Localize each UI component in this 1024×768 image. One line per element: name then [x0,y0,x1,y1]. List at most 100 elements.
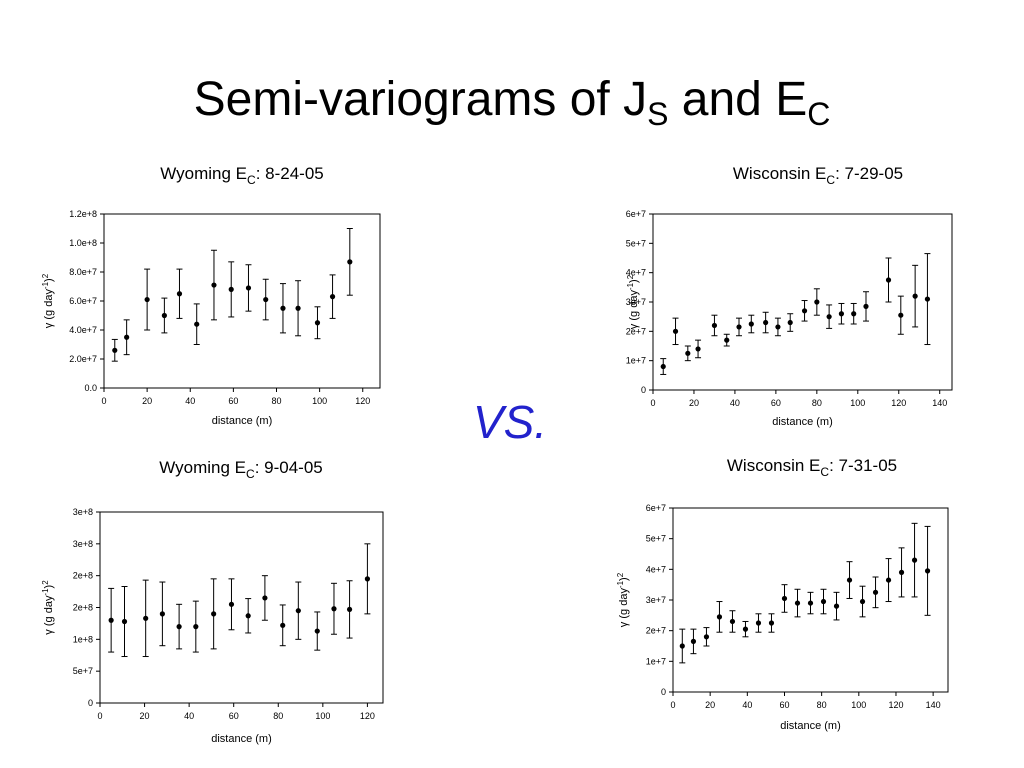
text-part: ) [43,278,55,282]
text-shift: C [807,96,830,132]
point [724,337,730,343]
point [211,282,217,288]
y-tick-label: 5e+7 [73,666,93,676]
x-tick-label: 80 [817,700,827,710]
y-tick-label: 1.2e+8 [69,209,97,219]
point [124,334,130,340]
y-axis-label: γ (g day-1)2 [626,274,640,329]
y-tick-label: 0.0 [84,383,97,393]
point [711,322,718,329]
text-shift: 2 [626,274,635,279]
text-shift: C [826,173,835,187]
x-tick-label: 80 [812,398,822,408]
point [679,643,685,649]
point [924,568,931,574]
y-tick-label: 6.0e+7 [69,296,97,306]
point [280,305,286,311]
point [814,299,820,305]
x-tick-label: 60 [228,396,238,406]
point [176,624,182,630]
y-tick-label: 6e+7 [646,503,666,513]
plot-frame [652,213,953,391]
point [846,577,853,583]
x-tick-label: 140 [932,398,947,408]
text-shift: -1 [616,580,625,588]
text-part: Semi-variograms of J [194,73,647,126]
text-part: γ (g day [628,290,640,330]
x-axis-label: distance (m) [211,733,272,745]
text-part: : 7-29-05 [835,164,903,183]
x-tick-label: 40 [185,396,195,406]
y-tick-label: 6e+7 [626,209,646,219]
y-tick-label: 2.0e+7 [69,354,97,364]
point [108,617,114,623]
x-tick-label: 40 [184,711,194,721]
text-shift: 2 [41,580,50,585]
x-tick-label: 100 [850,398,865,408]
x-tick-label: 0 [650,398,655,408]
point [763,319,769,326]
point [295,608,301,614]
text-shift: -1 [41,588,50,596]
text-shift: 2 [41,273,50,278]
y-tick-label: 5e+7 [646,534,666,544]
text-part: Wisconsin E [727,456,821,475]
y-axis-label: γ (g day-1)2 [616,572,630,627]
x-tick-label: 20 [140,711,150,721]
y-tick-label: 3e+7 [626,297,646,307]
vs-label: VS. [473,396,547,448]
slide-title: Semi-variograms of JS and EC [194,73,831,132]
y-tick-label: 1e+8 [73,634,93,644]
x-tick-label: 120 [888,700,903,710]
text-part: Wisconsin E [733,164,827,183]
y-tick-label: 3e+8 [73,539,93,549]
text-part: γ (g day [618,588,630,628]
y-tick-label: 2e+7 [646,626,666,636]
y-tick-label: 2e+7 [626,326,646,336]
point [755,620,762,626]
point [690,638,697,645]
chart-title: Wisconsin EC: 7-31-05 [727,456,897,479]
text-shift: C [246,467,255,481]
point [863,303,869,309]
y-tick-label: 4e+7 [646,564,666,574]
x-tick-label: 100 [315,711,330,721]
x-tick-label: 140 [926,700,941,710]
point [695,346,701,352]
y-tick-label: 4e+7 [626,268,646,278]
y-tick-label: 4.0e+7 [69,325,97,335]
x-tick-label: 120 [891,398,906,408]
point [716,614,723,620]
point [851,311,857,317]
y-axis-label: γ (g day-1)2 [41,580,55,635]
x-tick-label: 120 [355,396,370,406]
point [194,321,200,327]
point [859,598,866,605]
text-part: and E [668,73,807,126]
y-tick-label: 3e+7 [646,595,666,605]
point [924,296,931,302]
point [660,363,666,370]
point [885,277,892,283]
x-tick-label: 100 [851,700,866,710]
point [898,312,904,318]
x-tick-label: 40 [730,398,740,408]
chart-title: Wyoming EC: 9-04-05 [159,458,322,481]
point [775,324,781,330]
text-part: : 8-24-05 [256,164,324,183]
point [314,320,321,326]
x-tick-label: 80 [271,396,281,406]
point [833,603,840,609]
x-tick-label: 20 [689,398,699,408]
y-tick-label: 8.0e+7 [69,267,97,277]
point [295,305,301,311]
text-part: ) [628,279,640,283]
y-tick-label: 2e+8 [73,571,93,581]
point [794,600,801,606]
x-tick-label: 20 [705,700,715,710]
y-axis-label: γ (g day-1)2 [41,273,55,328]
point [898,569,905,576]
x-tick-label: 20 [142,396,152,406]
plot-frame [99,511,384,704]
